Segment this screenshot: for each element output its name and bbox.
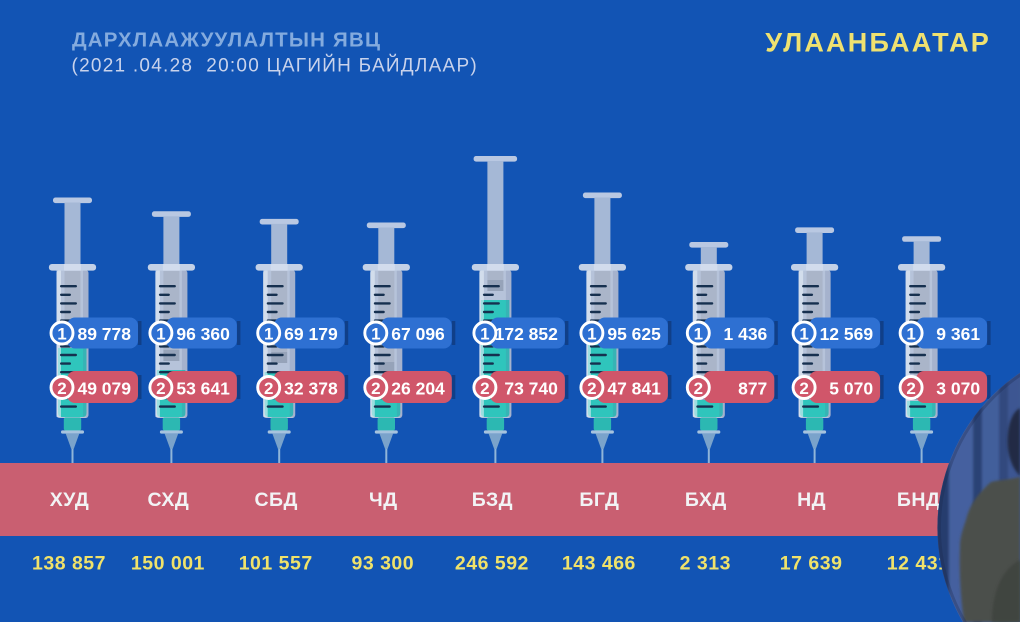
svg-text:2: 2: [694, 379, 703, 398]
svg-text:СБД: СБД: [254, 489, 298, 511]
svg-text:101 557: 101 557: [239, 553, 313, 575]
svg-text:УЛААНБААТАР: УЛААНБААТАР: [765, 28, 991, 58]
svg-text:2: 2: [156, 379, 165, 398]
svg-text:1: 1: [264, 325, 273, 344]
svg-text:(2021 .04.28 20:00 ЦАГИЙН БАЙ: (2021 .04.28 20:00 ЦАГИЙН БАЙДЛААР): [72, 55, 478, 77]
svg-text:БЗД: БЗД: [472, 489, 513, 511]
svg-text:ДАРХЛААЖУУЛАЛТЫН ЯВЦ: ДАРХЛААЖУУЛАЛТЫН ЯВЦ: [72, 28, 381, 51]
svg-text:96 360: 96 360: [176, 324, 230, 344]
svg-text:1: 1: [57, 325, 66, 344]
svg-text:67 096: 67 096: [391, 324, 445, 344]
svg-text:2: 2: [480, 379, 489, 398]
svg-text:26 204: 26 204: [391, 379, 445, 399]
svg-text:32 378: 32 378: [284, 379, 338, 399]
svg-text:93 300: 93 300: [351, 553, 414, 575]
svg-text:1: 1: [587, 325, 596, 344]
svg-text:ХУД: ХУД: [50, 489, 90, 511]
svg-text:НД: НД: [797, 489, 826, 511]
svg-text:1: 1: [694, 325, 703, 344]
svg-text:73 740: 73 740: [504, 379, 558, 399]
svg-text:1: 1: [799, 325, 808, 344]
svg-text:2: 2: [587, 379, 596, 398]
svg-text:2: 2: [57, 379, 66, 398]
svg-text:95 625: 95 625: [607, 324, 661, 344]
svg-text:89 778: 89 778: [77, 324, 131, 344]
svg-text:БХД: БХД: [685, 489, 727, 511]
svg-text:ЧД: ЧД: [369, 489, 398, 511]
svg-text:БНД: БНД: [897, 489, 941, 511]
svg-text:БГД: БГД: [579, 489, 619, 511]
svg-text:53 641: 53 641: [176, 379, 230, 399]
svg-text:9 361: 9 361: [936, 324, 980, 344]
svg-text:172 852: 172 852: [495, 324, 559, 344]
svg-text:2: 2: [371, 379, 380, 398]
svg-text:2: 2: [906, 379, 915, 398]
svg-text:1: 1: [156, 325, 165, 344]
svg-text:1: 1: [906, 325, 915, 344]
svg-text:877: 877: [738, 379, 767, 399]
svg-text:2 313: 2 313: [680, 553, 731, 575]
svg-text:49 079: 49 079: [77, 379, 131, 399]
svg-text:2: 2: [264, 379, 273, 398]
svg-text:150 001: 150 001: [131, 553, 205, 575]
svg-text:1 436: 1 436: [724, 324, 768, 344]
svg-text:3 070: 3 070: [936, 379, 980, 399]
svg-text:1: 1: [480, 325, 489, 344]
svg-text:143 466: 143 466: [562, 553, 636, 575]
svg-text:69 179: 69 179: [284, 324, 338, 344]
svg-text:47 841: 47 841: [607, 379, 661, 399]
svg-text:12 569: 12 569: [820, 324, 874, 344]
svg-text:5 070: 5 070: [829, 379, 873, 399]
svg-text:2: 2: [799, 379, 808, 398]
svg-text:17 639: 17 639: [780, 553, 843, 575]
svg-text:1: 1: [371, 325, 380, 344]
svg-text:138 857: 138 857: [32, 553, 106, 575]
svg-text:СХД: СХД: [148, 489, 190, 511]
svg-text:12 431: 12 431: [887, 553, 950, 575]
svg-text:246 592: 246 592: [455, 553, 529, 575]
